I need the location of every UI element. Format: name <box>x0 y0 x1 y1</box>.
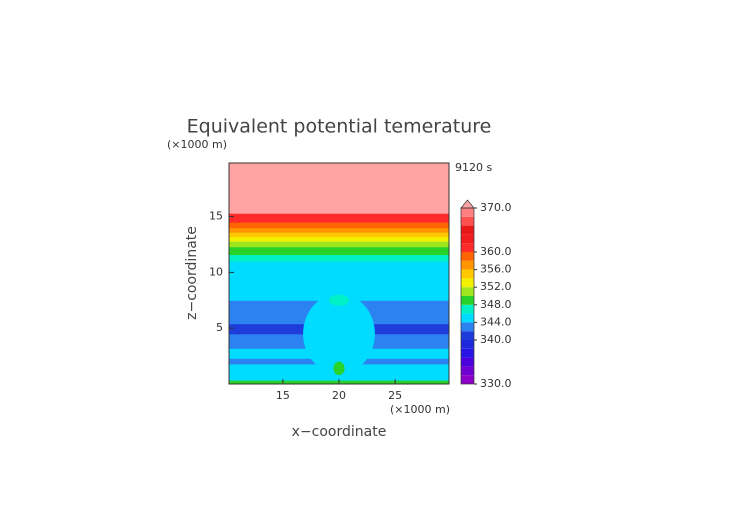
x-unit: (×1000 m) <box>390 403 450 416</box>
colorbar-segment <box>461 278 474 288</box>
contour-patch <box>303 293 375 374</box>
colorbar-segment <box>461 243 474 252</box>
colorbar-segment <box>461 234 474 244</box>
contour-band <box>229 254 449 262</box>
colorbar-segment <box>461 304 474 314</box>
colorbar-tick-label: 360.0 <box>480 245 512 258</box>
colorbar-tick-label: 370.0 <box>480 201 512 214</box>
y-axis-label: z−coordinate <box>184 226 200 320</box>
colorbar-tick-label: 340.0 <box>480 333 512 346</box>
y-unit: (×1000 m) <box>167 138 227 151</box>
colorbar-tick-label: 344.0 <box>480 315 512 328</box>
colorbar-segment <box>461 357 474 367</box>
colorbar-frame <box>460 207 475 385</box>
field <box>229 163 449 384</box>
colorbar-segment <box>461 260 474 270</box>
colorbar-segment <box>461 208 474 217</box>
colorbar-segment <box>461 252 474 261</box>
x-tick-label: 25 <box>388 389 402 402</box>
x-tick-label: 20 <box>332 389 346 402</box>
colorbar-tick-label: 348.0 <box>480 298 512 311</box>
y-tick-label: 15 <box>209 210 223 223</box>
y-tick-label: 5 <box>216 321 223 334</box>
colorbar-segment <box>461 296 474 305</box>
y-tick-label: 10 <box>209 265 223 278</box>
contour-band <box>229 222 449 229</box>
colorbar-segment <box>461 340 474 349</box>
x-tick-label: 15 <box>276 389 290 402</box>
colorbar-segment <box>461 287 474 296</box>
contour-band <box>229 241 449 248</box>
contour-band <box>229 227 449 233</box>
x-axis-label: x−coordinate <box>292 424 387 440</box>
contour-band <box>229 232 449 238</box>
contour-band <box>229 163 449 214</box>
colorbar-extend <box>460 199 475 209</box>
colorbar-tick-label: 356.0 <box>480 263 512 276</box>
colorbar-segment <box>461 225 474 235</box>
colorbar-segment <box>461 366 474 376</box>
colorbar-segment <box>461 322 474 332</box>
colorbar-tick-label: 330.0 <box>480 377 512 390</box>
colorbar-tick-label: 352.0 <box>480 280 512 293</box>
colorbar-segment <box>461 331 474 340</box>
contour-patch <box>328 294 350 306</box>
time-label: 9120 s <box>455 161 492 174</box>
contour-patch <box>333 361 345 376</box>
colorbar-segment <box>461 348 474 358</box>
colorbar-segment <box>461 269 474 279</box>
contour-band <box>229 213 449 223</box>
contour-band <box>229 236 449 242</box>
chart-title: Equivalent potential temerature <box>187 116 492 138</box>
colorbar-segment <box>461 313 474 323</box>
contour-band <box>229 246 449 256</box>
colorbar-segment <box>461 216 474 226</box>
colorbar-segment <box>461 375 474 384</box>
